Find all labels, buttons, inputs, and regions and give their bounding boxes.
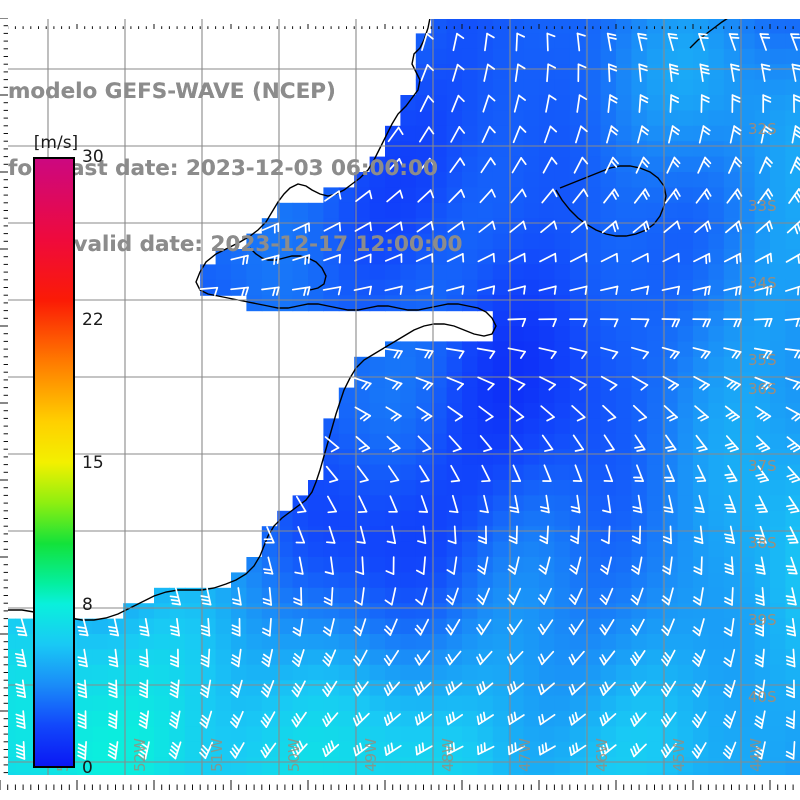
ruler-top [0, 14, 800, 29]
map-clip [0, 18, 800, 775]
wind-barbs [14, 32, 800, 760]
lon-label-45W: 45W [670, 738, 688, 772]
colorbar-unit-label: [m/s] [33, 133, 79, 153]
lat-label-38S: 38S [748, 534, 777, 552]
map-panel [0, 18, 800, 775]
colorbar-tick-15: 15 [82, 452, 104, 473]
lat-label-40S: 40S [748, 688, 777, 706]
lat-label-36S: 36S [748, 380, 777, 398]
colorbar [33, 157, 75, 768]
lat-label-32S: 32S [748, 120, 777, 138]
lat-label-37S: 37S [748, 457, 777, 475]
colorbar-gradient [33, 157, 75, 768]
colorbar-tick-22: 22 [82, 309, 104, 330]
lat-label-39S: 39S [748, 611, 777, 629]
lon-label-51W: 51W [208, 738, 226, 772]
ruler-bottom [0, 775, 800, 790]
colorbar-tick-30: 30 [82, 147, 104, 167]
lat-label-33S: 33S [748, 197, 777, 215]
lat-label-34S: 34S [748, 274, 777, 292]
colorbar-tick-0: 0 [82, 758, 93, 778]
colorbar-tick-8: 8 [82, 595, 93, 616]
lon-label-44W: 44W [747, 738, 765, 772]
ruler-left [0, 17, 8, 775]
lon-label-48W: 48W [439, 738, 457, 772]
lat-label-35S: 35S [748, 351, 777, 369]
lon-label-49W: 49W [362, 738, 380, 772]
lon-label-50W: 50W [285, 738, 303, 772]
lon-label-46W: 46W [593, 738, 611, 772]
lon-label-52W: 52W [131, 738, 149, 772]
lon-label-47W: 47W [516, 738, 534, 772]
wind-speed-map [0, 18, 800, 775]
